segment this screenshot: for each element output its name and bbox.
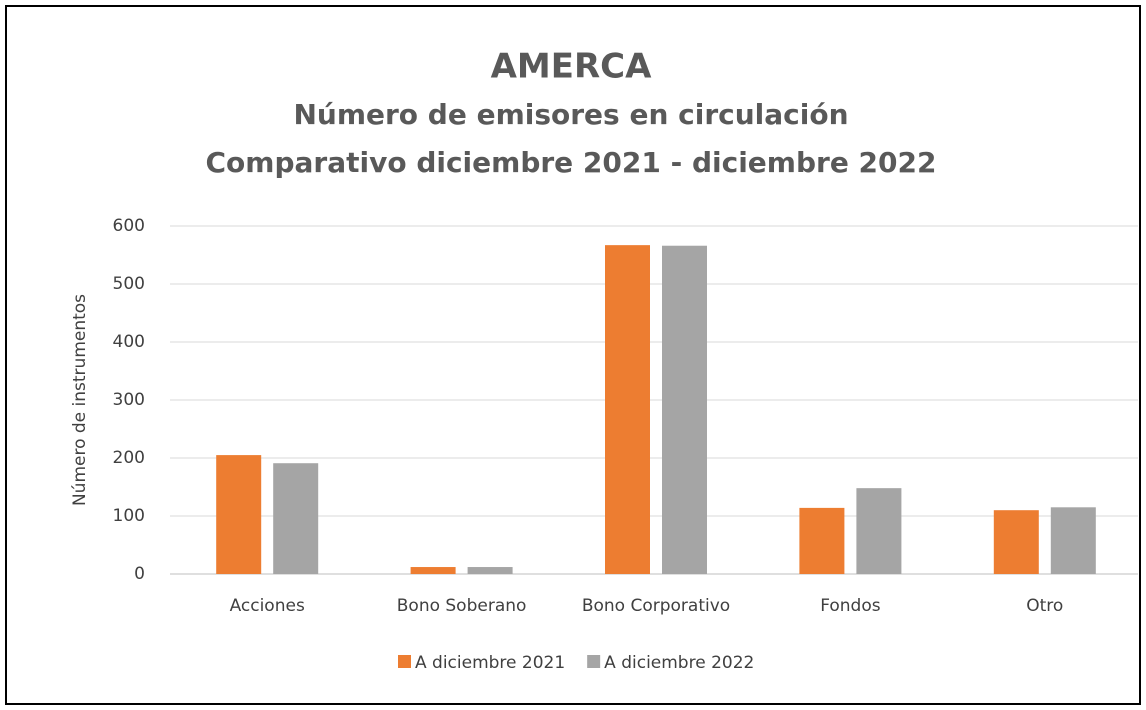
- x-tick-label: Otro: [1026, 596, 1063, 616]
- y-tick-label: 0: [134, 564, 145, 584]
- chart-subtitle: Comparativo diciembre 2021 - diciembre 2…: [206, 146, 937, 179]
- legend-swatch: [587, 655, 601, 668]
- bar: [662, 245, 707, 574]
- bar: [605, 245, 650, 574]
- y-tick-label: 600: [113, 216, 145, 236]
- bar: [993, 510, 1039, 574]
- y-tick-label: 200: [113, 448, 145, 468]
- bar: [1050, 507, 1096, 574]
- bar: [273, 463, 319, 574]
- chart-title: AMERCA: [491, 47, 653, 87]
- x-tick-label: Bono Corporativo: [582, 596, 730, 616]
- legend-swatch: [398, 655, 411, 668]
- x-tick-label: Bono Soberano: [397, 596, 527, 616]
- y-tick-label: 400: [113, 332, 145, 352]
- x-tick-label: Acciones: [230, 596, 305, 616]
- bar: [410, 567, 456, 574]
- legend-label: A diciembre 2022: [604, 653, 754, 673]
- bar: [216, 455, 262, 574]
- bar: [467, 567, 513, 574]
- bar: [856, 488, 902, 574]
- bar: [799, 507, 845, 574]
- y-tick-label: 100: [113, 506, 145, 526]
- legend-label: A diciembre 2021: [415, 653, 565, 673]
- y-tick-label: 500: [113, 274, 145, 294]
- y-tick-label: 300: [113, 390, 145, 410]
- y-axis-label: Número de instrumentos: [70, 294, 90, 506]
- chart-subtitle: Número de emisores en circulación: [293, 98, 848, 131]
- x-tick-label: Fondos: [820, 596, 881, 616]
- chart-border: [5, 5, 1141, 705]
